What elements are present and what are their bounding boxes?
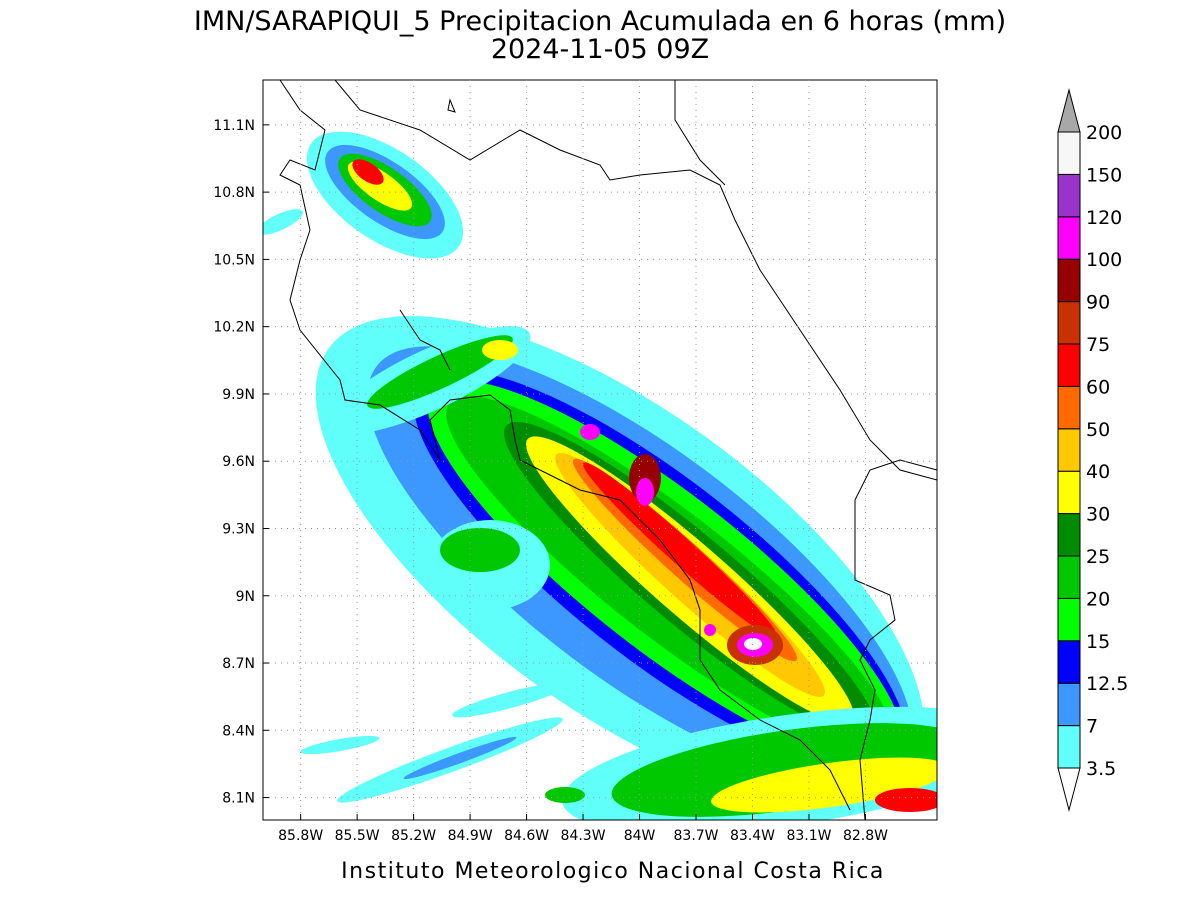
y-tick-label: 8.4N	[222, 723, 255, 739]
map-frame	[262, 79, 938, 821]
y-tick-label: 10.5N	[213, 252, 255, 268]
colorbar-label: 60	[1086, 376, 1110, 398]
precip-area	[875, 788, 937, 812]
colorbar-label: 20	[1086, 588, 1110, 610]
precip-area	[452, 682, 568, 718]
colorbar-label: 25	[1086, 546, 1110, 568]
precip-area	[704, 624, 716, 636]
color-swatch	[1057, 258, 1081, 303]
colorbar-label: 90	[1086, 292, 1110, 314]
x-tick-label: 84.3W	[561, 828, 606, 844]
title: IMN/SARAPIQUI_5 Precipitacion Acumulada …	[194, 6, 1006, 37]
color-swatch	[1057, 385, 1081, 430]
colorbar-label: 40	[1086, 461, 1110, 483]
precip-area	[352, 159, 384, 185]
colorbar-label: 150	[1086, 164, 1122, 186]
color-swatch	[1057, 513, 1081, 557]
color-swatch	[1057, 597, 1081, 642]
precip-area	[583, 462, 777, 638]
y-tick-label: 9N	[236, 589, 255, 605]
color-swatch	[1057, 131, 1081, 175]
colorbar-label: 30	[1086, 504, 1110, 526]
precip-area	[300, 735, 380, 755]
y-tick-label: 10.8N	[213, 185, 255, 201]
colorbar-label: 15	[1086, 631, 1110, 653]
coastlines	[279, 80, 937, 820]
over-triangle	[1057, 88, 1081, 133]
x-tick-label: 84.6W	[504, 828, 549, 844]
x-tick-label: 85.8W	[278, 828, 323, 844]
y-tick-label: 10.2N	[213, 320, 255, 336]
precip-area	[482, 340, 518, 360]
color-swatch	[1057, 173, 1081, 218]
colorbar-label: 75	[1086, 334, 1110, 356]
colorbar: 3.5 7 12.5 15 20 25 30 40 50 60 75 90 100 120 150 200	[1057, 88, 1128, 812]
y-tick-label: 9.9N	[222, 387, 255, 403]
color-swatch	[1057, 470, 1081, 515]
precip-area	[263, 209, 303, 235]
x-tick-label: 83.4W	[730, 828, 775, 844]
subtitle: 2024-11-05 09Z	[491, 34, 709, 65]
footer: Instituto Meteorologico Nacional Costa R…	[341, 859, 885, 884]
y-tick-label: 8.1N	[222, 791, 255, 807]
colorbar-label: 50	[1086, 419, 1110, 441]
color-swatch	[1057, 725, 1081, 769]
y-tick-label: 9.6N	[222, 454, 255, 470]
color-swatch	[1057, 640, 1081, 684]
y-tick-label: 9.3N	[222, 521, 255, 537]
x-tick-label: 84.9W	[448, 828, 493, 844]
precipitation-field	[263, 131, 937, 820]
color-swatch	[1057, 428, 1081, 472]
color-swatch	[1057, 301, 1081, 345]
under-triangle	[1057, 767, 1081, 812]
precip-area	[636, 478, 654, 506]
x-tick-label: 85.5W	[335, 828, 380, 844]
color-swatch	[1057, 555, 1081, 599]
precip-area	[545, 787, 585, 803]
colorbar-label: 7	[1086, 716, 1098, 738]
color-swatch	[1057, 343, 1081, 387]
colorbar-label: 200	[1086, 122, 1122, 144]
x-tick-label: 85.2W	[391, 828, 436, 844]
colorbar-label: 120	[1086, 207, 1122, 229]
precip-area	[711, 757, 937, 813]
x-tick-label: 82.8W	[843, 828, 888, 844]
color-swatch	[1057, 682, 1081, 727]
precip-area	[367, 335, 513, 409]
precip-area	[580, 424, 600, 440]
precip-area	[744, 638, 762, 650]
color-swatch	[1057, 216, 1081, 260]
colorbar-label: 100	[1086, 249, 1122, 271]
precip-area	[440, 528, 520, 572]
y-tick-label: 11.1N	[213, 118, 255, 134]
colorbar-label: 3.5	[1086, 758, 1116, 780]
y-tick-label: 8.7N	[222, 656, 255, 672]
x-tick-label: 83.7W	[674, 828, 719, 844]
precip-area	[403, 736, 517, 780]
colorbar-label: 12.5	[1086, 673, 1128, 695]
x-tick-label: 83.1W	[786, 828, 831, 844]
x-tick-label: 84W	[624, 828, 656, 844]
